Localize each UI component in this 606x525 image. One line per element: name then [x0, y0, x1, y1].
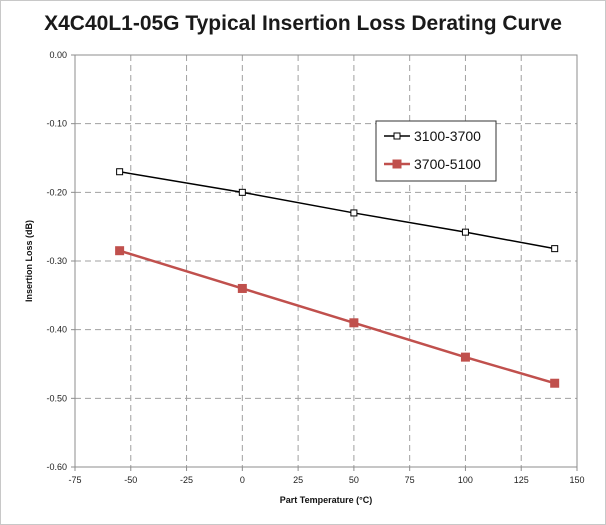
- y-tick-label: -0.30: [46, 256, 67, 266]
- data-point-3100-3700: [551, 245, 559, 253]
- data-point-3100-3700: [350, 209, 358, 217]
- legend-label: 3700-5100: [414, 156, 481, 172]
- chart-title: X4C40L1-05G Typical Insertion Loss Derat…: [44, 12, 562, 35]
- x-tick-label: 100: [458, 475, 473, 485]
- legend-marker: [393, 132, 401, 140]
- data-point-3700-5100: [550, 378, 560, 388]
- legend-box: [375, 120, 497, 182]
- y-tick-label: -0.10: [46, 119, 67, 129]
- data-point-3100-3700: [238, 188, 246, 196]
- x-tick-label: 75: [405, 475, 415, 485]
- legend-marker: [392, 159, 402, 169]
- y-axis-label: Insertion Loss (dB): [24, 220, 34, 302]
- y-tick-label: -0.20: [46, 187, 67, 197]
- x-axis-label: Part Temperature (°C): [280, 495, 372, 505]
- data-point-3700-5100: [349, 318, 359, 328]
- x-tick-label: 25: [293, 475, 303, 485]
- legend-label: 3100-3700: [414, 128, 481, 144]
- y-tick-label: -0.50: [46, 393, 67, 403]
- x-tick-label: 0: [240, 475, 245, 485]
- x-tick-label: 50: [349, 475, 359, 485]
- data-point-3100-3700: [116, 168, 124, 176]
- data-point-3100-3700: [461, 228, 469, 236]
- y-tick-label: -0.60: [46, 462, 67, 472]
- x-tick-label: -50: [124, 475, 137, 485]
- y-tick-label: -0.40: [46, 325, 67, 335]
- data-point-3700-5100: [237, 283, 247, 293]
- data-point-3700-5100: [460, 352, 470, 362]
- x-tick-label: 125: [514, 475, 529, 485]
- x-tick-label: -25: [180, 475, 193, 485]
- x-tick-label: 150: [569, 475, 584, 485]
- data-point-3700-5100: [115, 246, 125, 256]
- y-tick-label: 0.00: [49, 50, 67, 60]
- x-tick-label: -75: [68, 475, 81, 485]
